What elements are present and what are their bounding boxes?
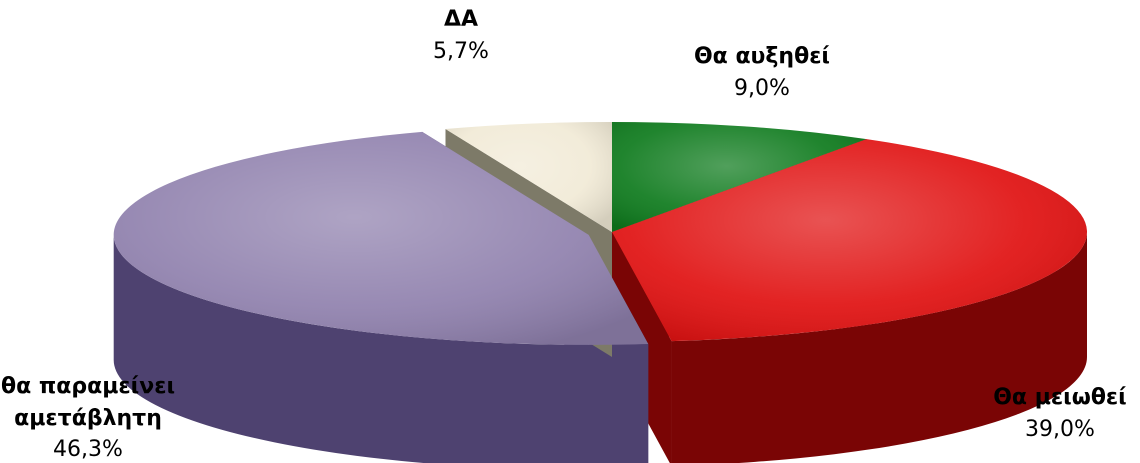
- pie-slice-2-shine: [113, 131, 649, 345]
- pie-slice-0-shine: [612, 122, 867, 232]
- pie-slice-3-shine: [445, 122, 612, 232]
- slice-label-3: ΔΑ 5,7%: [433, 7, 489, 64]
- pie-side-1: [671, 232, 1087, 463]
- pie-side-2: [113, 234, 649, 463]
- slice-label-2: θα παραμείνει αμετάβλητη 46,3%: [1, 374, 175, 462]
- slice-label-2-percent: 46,3%: [53, 437, 123, 462]
- pie-tops: [113, 122, 1087, 345]
- slice-label-0: Θα αυξηθεί 9,0%: [694, 44, 830, 101]
- slice-label-3-name: ΔΑ: [444, 7, 478, 32]
- pie-slice-1-shine: [612, 139, 1087, 342]
- slice-label-1-name: Θα μειωθεί: [993, 385, 1127, 410]
- slice-label-1: Θα μειωθεί 39,0%: [993, 385, 1127, 442]
- slice-label-0-name: Θα αυξηθεί: [694, 44, 830, 69]
- slice-label-2-name-line1: θα παραμείνει: [1, 374, 175, 399]
- slice-label-3-percent: 5,7%: [433, 39, 489, 64]
- slice-label-0-percent: 9,0%: [734, 76, 790, 101]
- slice-label-1-percent: 39,0%: [1025, 417, 1095, 442]
- slice-label-2-name-line2: αμετάβλητη: [14, 406, 162, 431]
